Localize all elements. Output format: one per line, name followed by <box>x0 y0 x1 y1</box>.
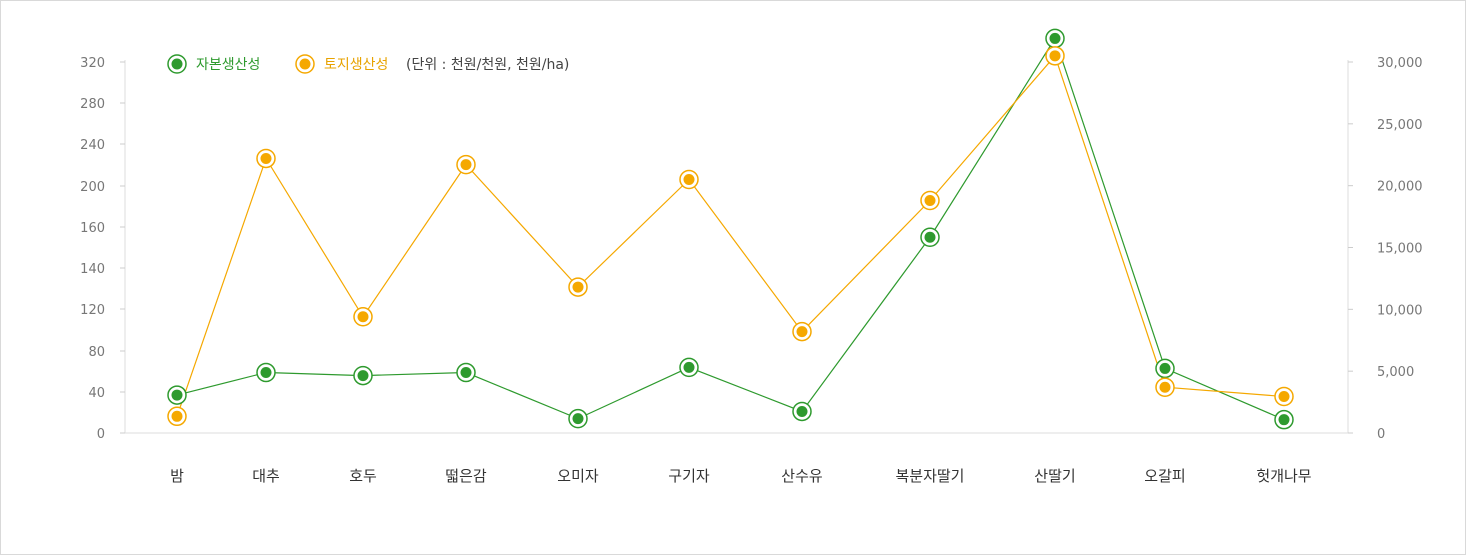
left-tick-label: 320 <box>80 56 105 71</box>
category-label: 밤 <box>170 467 184 485</box>
left-tick-label: 120 <box>80 303 105 318</box>
legend: 자본생산성 토지생산성 (단위 : 천원/천원, 천원/ha) <box>167 54 569 74</box>
left-tick-label: 140 <box>80 262 105 277</box>
data-point-capital <box>171 389 183 401</box>
right-tick-label: 5,000 <box>1377 365 1414 380</box>
left-tick-label: 80 <box>88 345 105 360</box>
data-point-land <box>357 311 369 323</box>
series-lines-group <box>176 37 1285 421</box>
right-tick-label: 10,000 <box>1377 303 1423 318</box>
right-tick-label: 30,000 <box>1377 56 1423 71</box>
category-label: 구기자 <box>668 467 710 485</box>
axes-group: 0 40 80 120 140 160 200 240 280 320 0 5,000 10,000 15… <box>80 56 1422 485</box>
category-label: 복분자딸기 <box>895 467 964 485</box>
right-tick-label: 15,000 <box>1377 242 1423 257</box>
data-point-capital <box>357 370 369 382</box>
right-tick-label: 0 <box>1377 427 1385 442</box>
left-tick-label: 160 <box>80 221 105 236</box>
right-tick-label: 25,000 <box>1377 118 1423 133</box>
data-point-capital <box>924 231 936 243</box>
left-tick-label: 0 <box>97 427 105 442</box>
category-label: 헛개나무 <box>1256 467 1311 485</box>
category-label: 오갈피 <box>1144 467 1185 485</box>
category-label: 대추 <box>252 467 280 485</box>
legend-label-land: 토지생산성 <box>324 57 388 73</box>
data-point-land <box>460 159 472 171</box>
data-point-land <box>171 410 183 422</box>
data-point-capital <box>572 413 584 425</box>
data-point-capital <box>1278 414 1290 426</box>
data-point-land <box>260 152 272 164</box>
left-tick-label: 280 <box>80 97 105 112</box>
data-point-land <box>1159 381 1171 393</box>
legend-label-capital: 자본생산성 <box>196 57 260 73</box>
data-point-land <box>1049 50 1061 62</box>
unit-note: (단위 : 천원/천원, 천원/ha) <box>406 57 569 73</box>
data-point-land <box>683 173 695 185</box>
data-point-capital <box>1159 362 1171 374</box>
legend-marker-capital <box>167 54 187 74</box>
data-point-capital <box>683 361 695 373</box>
data-point-land <box>1278 391 1290 403</box>
data-point-land <box>924 195 936 207</box>
legend-marker-land <box>295 54 315 74</box>
category-label: 산딸기 <box>1034 467 1075 485</box>
left-tick-label: 40 <box>88 386 105 401</box>
data-point-land <box>572 281 584 293</box>
left-tick-label: 240 <box>80 138 105 153</box>
series-line-capital <box>176 37 1285 421</box>
data-point-capital <box>460 367 472 379</box>
data-point-capital <box>1049 32 1061 44</box>
series-points-group <box>167 28 1294 430</box>
data-point-capital <box>796 405 808 417</box>
series-line-land <box>176 54 1285 417</box>
category-label: 호두 <box>349 467 377 485</box>
category-label: 오미자 <box>557 467 599 485</box>
right-tick-label: 20,000 <box>1377 180 1423 195</box>
left-tick-label: 200 <box>80 180 105 195</box>
data-point-land <box>796 326 808 338</box>
category-label: 떫은감 <box>445 467 487 485</box>
data-point-capital <box>260 367 272 379</box>
category-label: 산수유 <box>781 467 823 485</box>
